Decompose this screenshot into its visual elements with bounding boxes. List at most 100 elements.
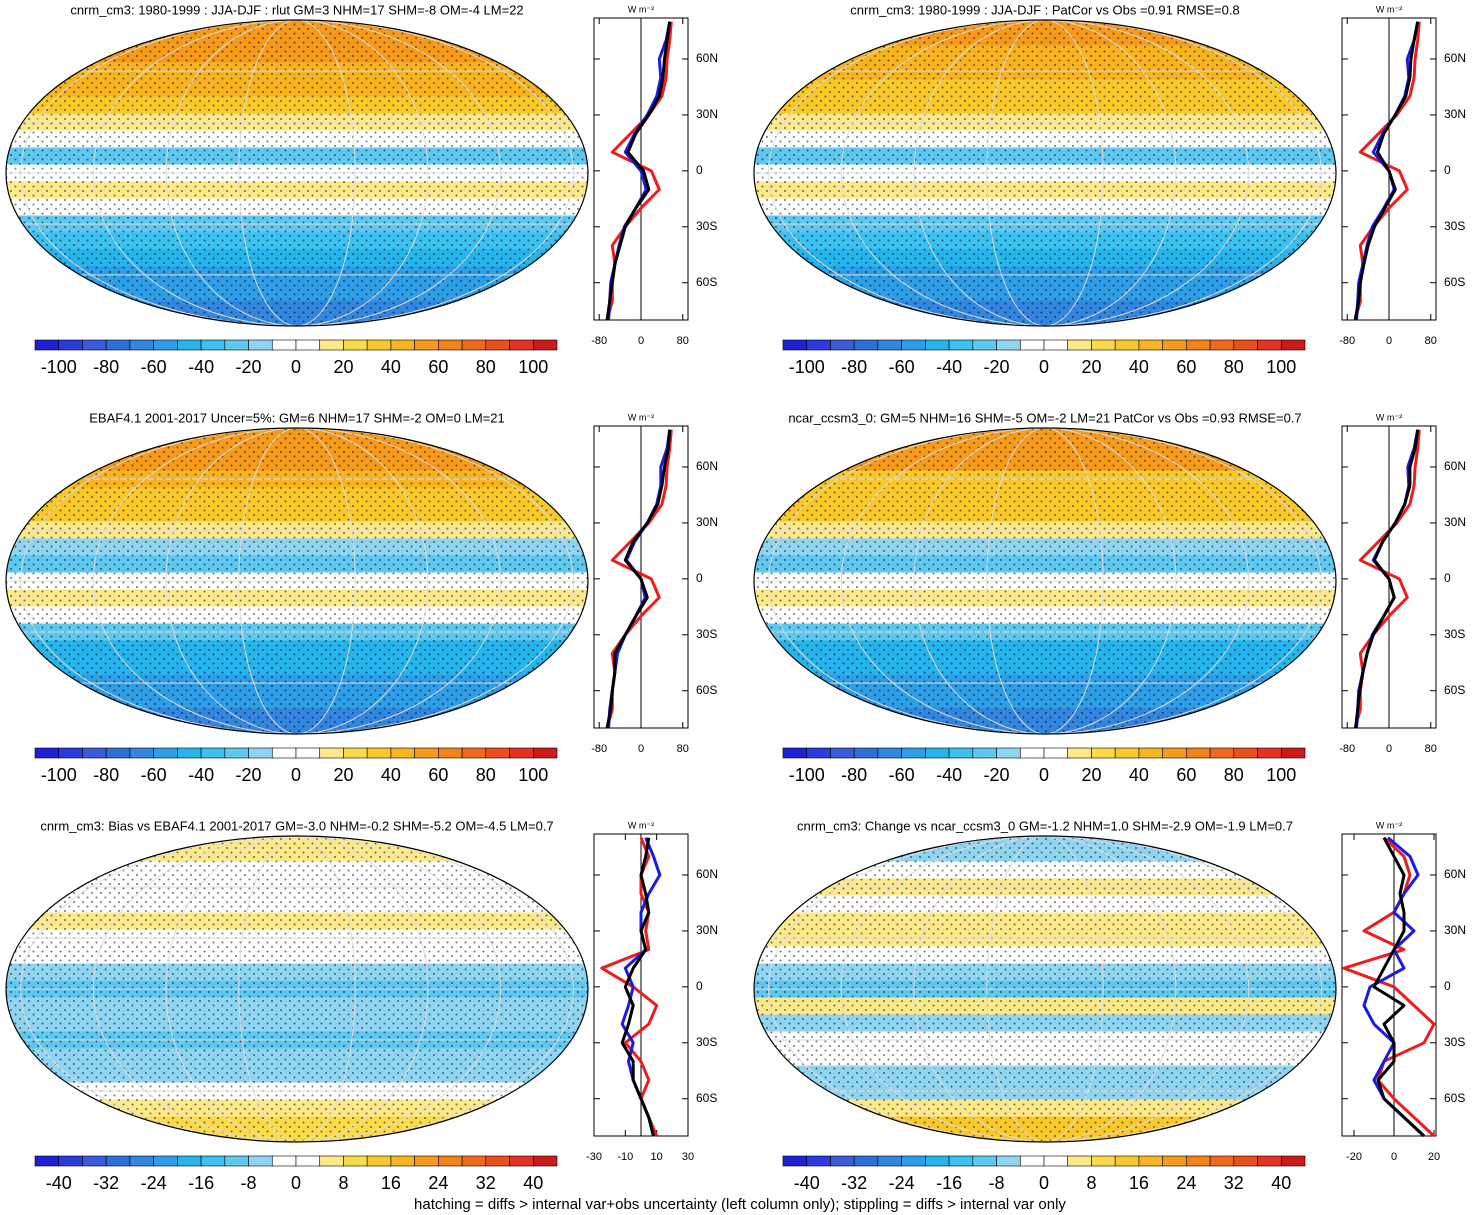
units-label: W m⁻² xyxy=(628,820,654,830)
colorbar-box xyxy=(830,339,855,351)
colorbar-label: 0 xyxy=(291,765,301,785)
map xyxy=(6,428,588,734)
zonal-line xyxy=(1372,836,1426,1138)
y-tick-label: 30N xyxy=(696,515,718,529)
colorbar-box xyxy=(1043,747,1069,759)
x-tick-label: -80 xyxy=(591,743,607,755)
colorbar-label: -60 xyxy=(141,765,167,785)
colorbar-box xyxy=(1138,747,1163,759)
colorbar-box xyxy=(996,339,1021,351)
colorbar-box xyxy=(485,1155,510,1167)
colorbar-label: -20 xyxy=(236,765,262,785)
y-tick-label: 30S xyxy=(696,219,717,233)
colorbar-box xyxy=(1138,339,1163,351)
colorbar-label: 80 xyxy=(1224,765,1244,785)
colorbar-box xyxy=(1043,1155,1069,1167)
zonal-line xyxy=(1342,836,1436,1138)
colorbar-box xyxy=(509,339,534,351)
colorbar-label: -24 xyxy=(889,1173,915,1193)
y-tick-label: 0 xyxy=(1444,979,1451,993)
colorbar-box xyxy=(877,747,902,759)
colorbar-box xyxy=(177,747,202,759)
colorbar-box xyxy=(129,747,154,759)
colorbar-box xyxy=(153,1155,178,1167)
map xyxy=(6,836,588,1142)
y-tick-label: 0 xyxy=(696,979,703,993)
colorbar-box xyxy=(1091,339,1116,351)
colorbar-label: -8 xyxy=(241,1173,257,1193)
y-tick-label: 60N xyxy=(1444,459,1466,473)
x-tick-label: 30 xyxy=(682,1151,694,1163)
colorbar-box xyxy=(438,339,463,351)
y-tick-label: 30N xyxy=(1444,515,1466,529)
colorbar-box xyxy=(438,1155,463,1167)
colorbar-box xyxy=(319,339,344,351)
colorbar-label: 40 xyxy=(381,357,401,377)
colorbar-box xyxy=(1233,339,1258,351)
colorbar-label: -32 xyxy=(93,1173,119,1193)
colorbar-label: -40 xyxy=(936,357,962,377)
units-label: W m⁻² xyxy=(628,412,654,422)
colorbar-box xyxy=(414,1155,439,1167)
panel-title: cnrm_cm3: Change vs ncar_ccsm3_0 GM=-1.2… xyxy=(797,818,1293,833)
y-tick-label: 30N xyxy=(1444,923,1466,937)
colorbar-label: 0 xyxy=(291,357,301,377)
colorbar-label: 0 xyxy=(1039,765,1049,785)
colorbar-label: 40 xyxy=(1129,765,1149,785)
colorbar-box xyxy=(1257,747,1282,759)
colorbar-box xyxy=(1186,747,1211,759)
colorbar-label: -32 xyxy=(841,1173,867,1193)
colorbar-label: -20 xyxy=(984,357,1010,377)
zonal-line xyxy=(1354,429,1420,729)
colorbar-box xyxy=(200,1155,226,1167)
colorbar-box xyxy=(34,747,60,759)
colorbar-label: 20 xyxy=(1081,765,1101,785)
colorbar-box xyxy=(153,339,178,351)
y-tick-label: 30S xyxy=(696,627,717,641)
colorbar-box xyxy=(224,339,249,351)
map-outline xyxy=(5,835,589,1143)
colorbar-box xyxy=(1186,1155,1211,1167)
colorbar-box xyxy=(1067,1155,1092,1167)
colorbar-label: -60 xyxy=(889,357,915,377)
colorbar-box xyxy=(830,1155,855,1167)
y-tick-label: 60N xyxy=(696,867,718,881)
colorbar-box xyxy=(224,1155,249,1167)
colorbar-box xyxy=(200,747,226,759)
units-label: W m⁻² xyxy=(1376,412,1402,422)
colorbar-label: -100 xyxy=(789,765,825,785)
colorbar-box xyxy=(485,339,510,351)
colorbar-box xyxy=(461,1155,487,1167)
y-tick-label: 30S xyxy=(1444,1035,1465,1049)
colorbar-box xyxy=(105,1155,131,1167)
colorbar-box xyxy=(996,1155,1021,1167)
y-tick-label: 60S xyxy=(696,1091,717,1105)
colorbar-label: -80 xyxy=(841,357,867,377)
colorbar-label: -40 xyxy=(188,765,214,785)
map-outline xyxy=(753,835,1337,1143)
colorbar-box xyxy=(901,339,926,351)
units-label: W m⁻² xyxy=(1376,4,1402,14)
colorbar-box xyxy=(1114,339,1140,351)
colorbar-label: 100 xyxy=(518,765,548,785)
y-tick-label: 30S xyxy=(1444,219,1465,233)
colorbar-box xyxy=(972,747,997,759)
colorbar-label: 40 xyxy=(1129,357,1149,377)
colorbar-box xyxy=(1186,339,1211,351)
colorbar-box xyxy=(806,1155,831,1167)
colorbar-box xyxy=(948,747,974,759)
panel-title: cnrm_cm3: Bias vs EBAF4.1 2001-2017 GM=-… xyxy=(40,818,553,833)
colorbar-box xyxy=(1209,747,1235,759)
colorbar-label: 60 xyxy=(428,765,448,785)
colorbar-label: 24 xyxy=(428,1173,448,1193)
colorbar-label: 60 xyxy=(1176,357,1196,377)
colorbar-box xyxy=(948,339,974,351)
colorbar-box xyxy=(461,747,487,759)
colorbar-box xyxy=(925,747,950,759)
colorbar-label: 8 xyxy=(1086,1173,1096,1193)
colorbar-box xyxy=(461,339,487,351)
y-tick-label: 0 xyxy=(696,163,703,177)
colorbar-box xyxy=(343,747,368,759)
zonal-line xyxy=(605,21,672,321)
y-tick-label: 60S xyxy=(696,275,717,289)
